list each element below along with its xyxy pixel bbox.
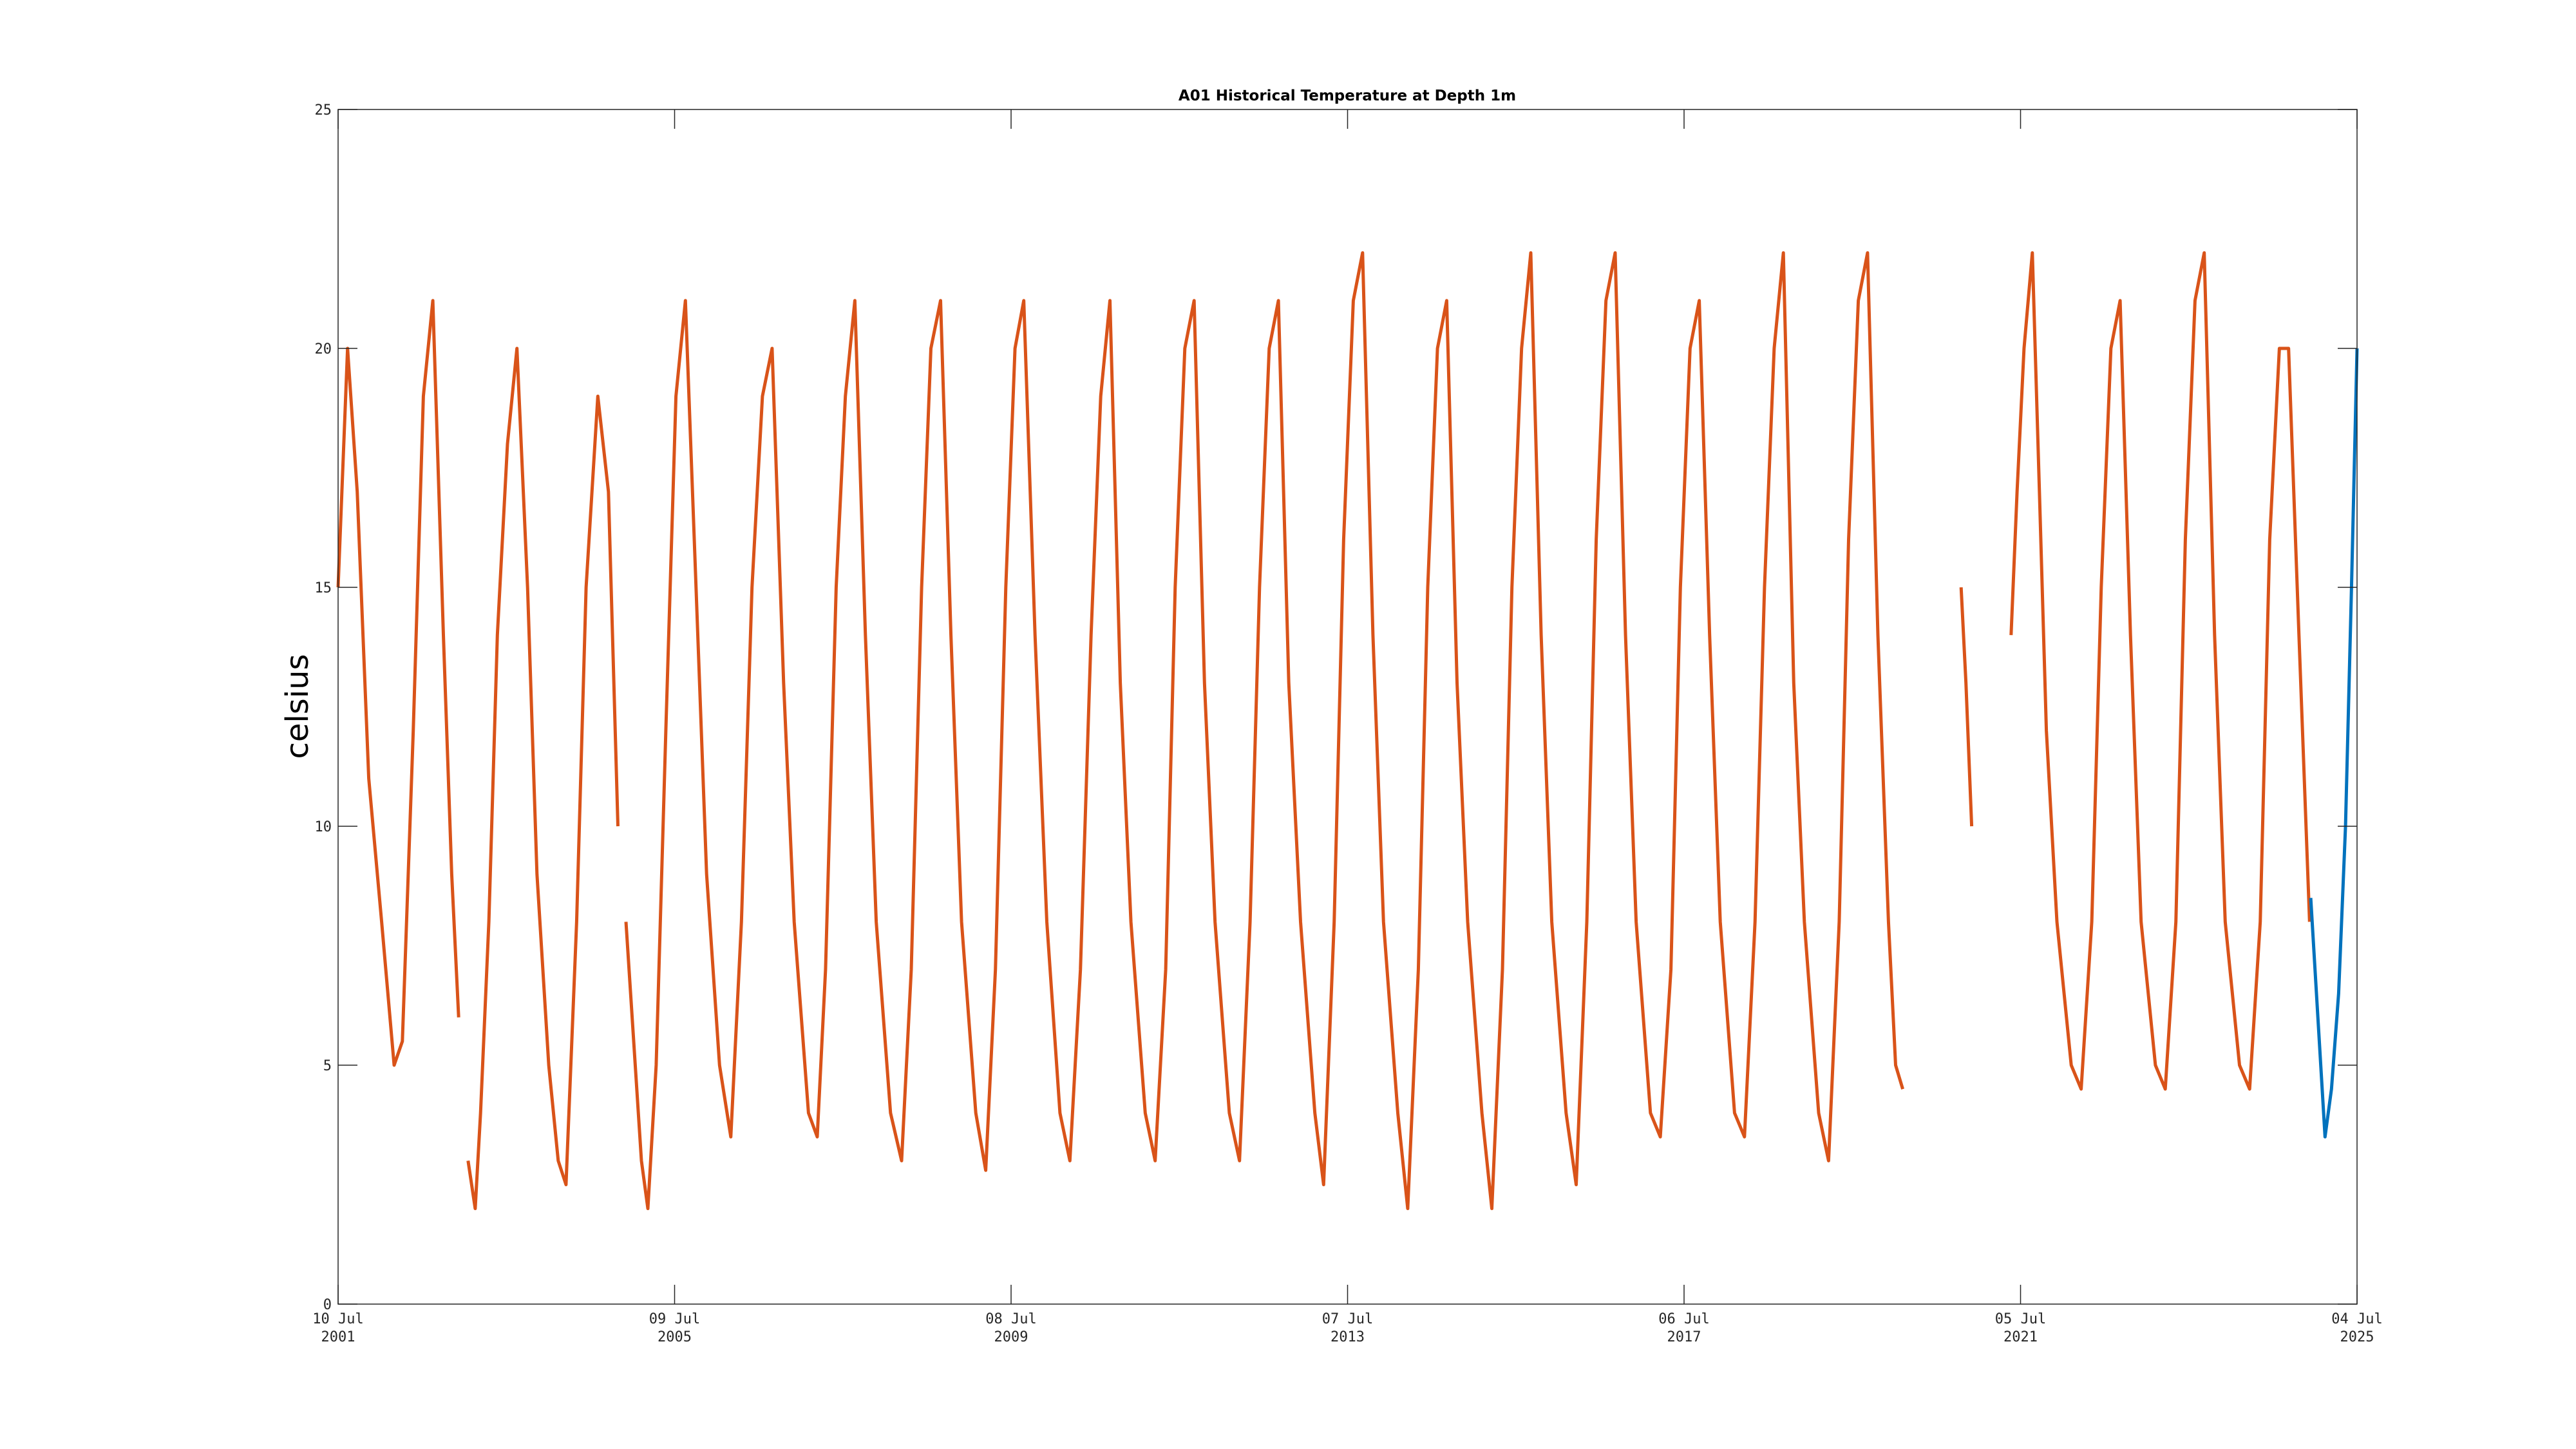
- y-tick-label: 25: [315, 102, 332, 118]
- series-0-segment-1: [466, 346, 620, 1211]
- x-tick-label-year: 2001: [321, 1329, 355, 1345]
- series-0-segment-2: [624, 251, 1904, 1211]
- x-tick-label-year: 2021: [2003, 1329, 2038, 1345]
- x-tick-label-day: 09 Jul: [649, 1311, 700, 1327]
- x-tick-label-year: 2017: [1667, 1329, 1701, 1345]
- x-tick-label-day: 05 Jul: [1995, 1311, 2046, 1327]
- x-tick-label-day: 07 Jul: [1322, 1311, 1373, 1327]
- y-tick-label: 15: [315, 580, 332, 596]
- y-tick-label: 20: [315, 341, 332, 357]
- series-0-segment-4: [2009, 251, 2311, 1091]
- x-tick-label-day: 04 Jul: [2331, 1311, 2382, 1327]
- x-tick-label-day: 10 Jul: [312, 1311, 363, 1327]
- x-tick-label-year: 2009: [994, 1329, 1028, 1345]
- chart-title: A01 Historical Temperature at Depth 1m: [1179, 88, 1516, 104]
- y-tick-label: 10: [315, 819, 332, 835]
- y-tick-label: 5: [323, 1058, 332, 1074]
- x-tick-label-year: 2013: [1331, 1329, 1365, 1345]
- y-tick-label: 0: [323, 1297, 332, 1313]
- x-tick-label-year: 2005: [658, 1329, 692, 1345]
- series-1-segment-0: [2309, 348, 2359, 1139]
- x-tick-label-day: 06 Jul: [1658, 1311, 1709, 1327]
- x-tick-label-day: 08 Jul: [985, 1311, 1036, 1327]
- x-tick-label-year: 2025: [2340, 1329, 2374, 1345]
- series-0-segment-0: [336, 299, 460, 1067]
- series-layer: [336, 251, 2359, 1211]
- series-0-segment-3: [1959, 587, 1974, 827]
- y-axis: 0 5 10 15 20 25: [315, 102, 2357, 1313]
- y-axis-label: celsius: [279, 654, 316, 759]
- plot-area: [338, 109, 2357, 1304]
